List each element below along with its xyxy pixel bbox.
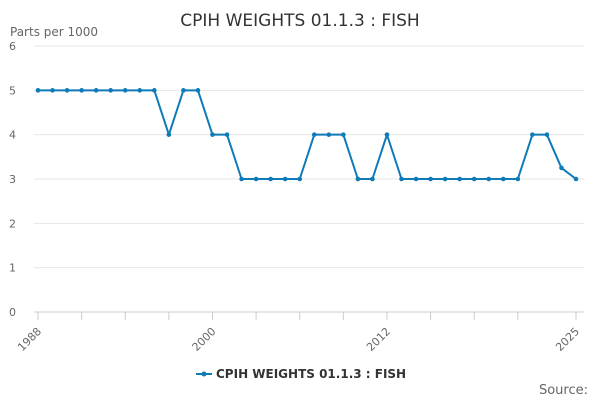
data-point-2004[interactable] — [268, 176, 273, 182]
legend[interactable]: CPIH WEIGHTS 01.1.3 : FISH — [196, 367, 406, 381]
data-point-2011[interactable] — [370, 176, 375, 182]
x-tick-label-2012: 2012 — [364, 325, 393, 354]
data-point-2023[interactable] — [544, 132, 550, 137]
y-tick-label-5: 5 — [9, 84, 16, 97]
data-point-1999[interactable] — [195, 88, 201, 93]
data-point-2022[interactable] — [530, 132, 535, 137]
data-point-1993[interactable] — [108, 88, 114, 93]
data-point-1994[interactable] — [122, 88, 128, 93]
data-point-2025[interactable] — [573, 176, 579, 182]
data-point-1996[interactable] — [152, 88, 157, 93]
data-point-1997[interactable] — [166, 132, 172, 137]
data-point-2015[interactable] — [428, 176, 433, 182]
x-axis-tick-labels: 1988 2000 2012 2025 — [15, 325, 582, 354]
data-point-2001[interactable] — [224, 132, 230, 137]
y-tick-label-1: 1 — [9, 262, 16, 275]
data-point-2014[interactable] — [413, 176, 419, 182]
data-point-2000[interactable] — [210, 132, 215, 137]
data-point-1998[interactable] — [181, 88, 186, 93]
data-point-1988[interactable] — [35, 88, 41, 93]
data-point-2009[interactable] — [341, 132, 346, 137]
data-point-2021[interactable] — [515, 176, 521, 182]
data-point-2020[interactable] — [500, 176, 506, 182]
data-point-2002[interactable] — [239, 176, 244, 182]
source-label: Source: — [539, 383, 588, 398]
x-tick-label-2025: 2025 — [553, 325, 582, 354]
y-axis-tick-labels: 0 1 2 3 4 5 6 — [9, 40, 16, 319]
data-point-1990[interactable] — [64, 88, 70, 93]
y-tick-label-0: 0 — [9, 306, 16, 319]
y-axis-label: Parts per 1000 — [10, 25, 98, 39]
legend-point-marker — [201, 371, 207, 377]
data-point-1995[interactable] — [137, 88, 143, 93]
data-point-2018[interactable] — [471, 176, 477, 182]
y-tick-label-4: 4 — [9, 129, 16, 142]
data-point-2003[interactable] — [253, 176, 259, 182]
data-point-2006[interactable] — [297, 176, 303, 182]
data-point-2010[interactable] — [355, 176, 361, 182]
x-tick-label-1988: 1988 — [15, 325, 44, 354]
data-point-2007[interactable] — [311, 132, 317, 137]
data-point-2005[interactable] — [282, 176, 288, 182]
data-point-2019[interactable] — [486, 176, 492, 182]
data-point-2016[interactable] — [442, 176, 448, 182]
y-tick-label-6: 6 — [9, 40, 16, 53]
series-layer — [35, 88, 579, 182]
series-line-0 — [38, 89, 577, 180]
data-point-1989[interactable] — [50, 88, 55, 93]
data-point-2012[interactable] — [384, 132, 390, 137]
data-point-2013[interactable] — [399, 176, 404, 182]
data-point-2024[interactable] — [559, 165, 564, 171]
y-tick-label-2: 2 — [9, 217, 16, 230]
data-point-2017[interactable] — [457, 176, 462, 182]
x-tick-label-2000: 2000 — [190, 325, 219, 354]
y-tick-label-3: 3 — [9, 173, 16, 186]
data-point-1991[interactable] — [79, 88, 84, 93]
data-point-2008[interactable] — [326, 132, 332, 137]
chart-title: CPIH WEIGHTS 01.1.3 : FISH — [180, 11, 419, 31]
legend-label[interactable]: CPIH WEIGHTS 01.1.3 : FISH — [216, 367, 406, 381]
data-point-1992[interactable] — [93, 88, 99, 93]
grid-lines — [34, 45, 584, 269]
x-axis — [34, 311, 584, 320]
